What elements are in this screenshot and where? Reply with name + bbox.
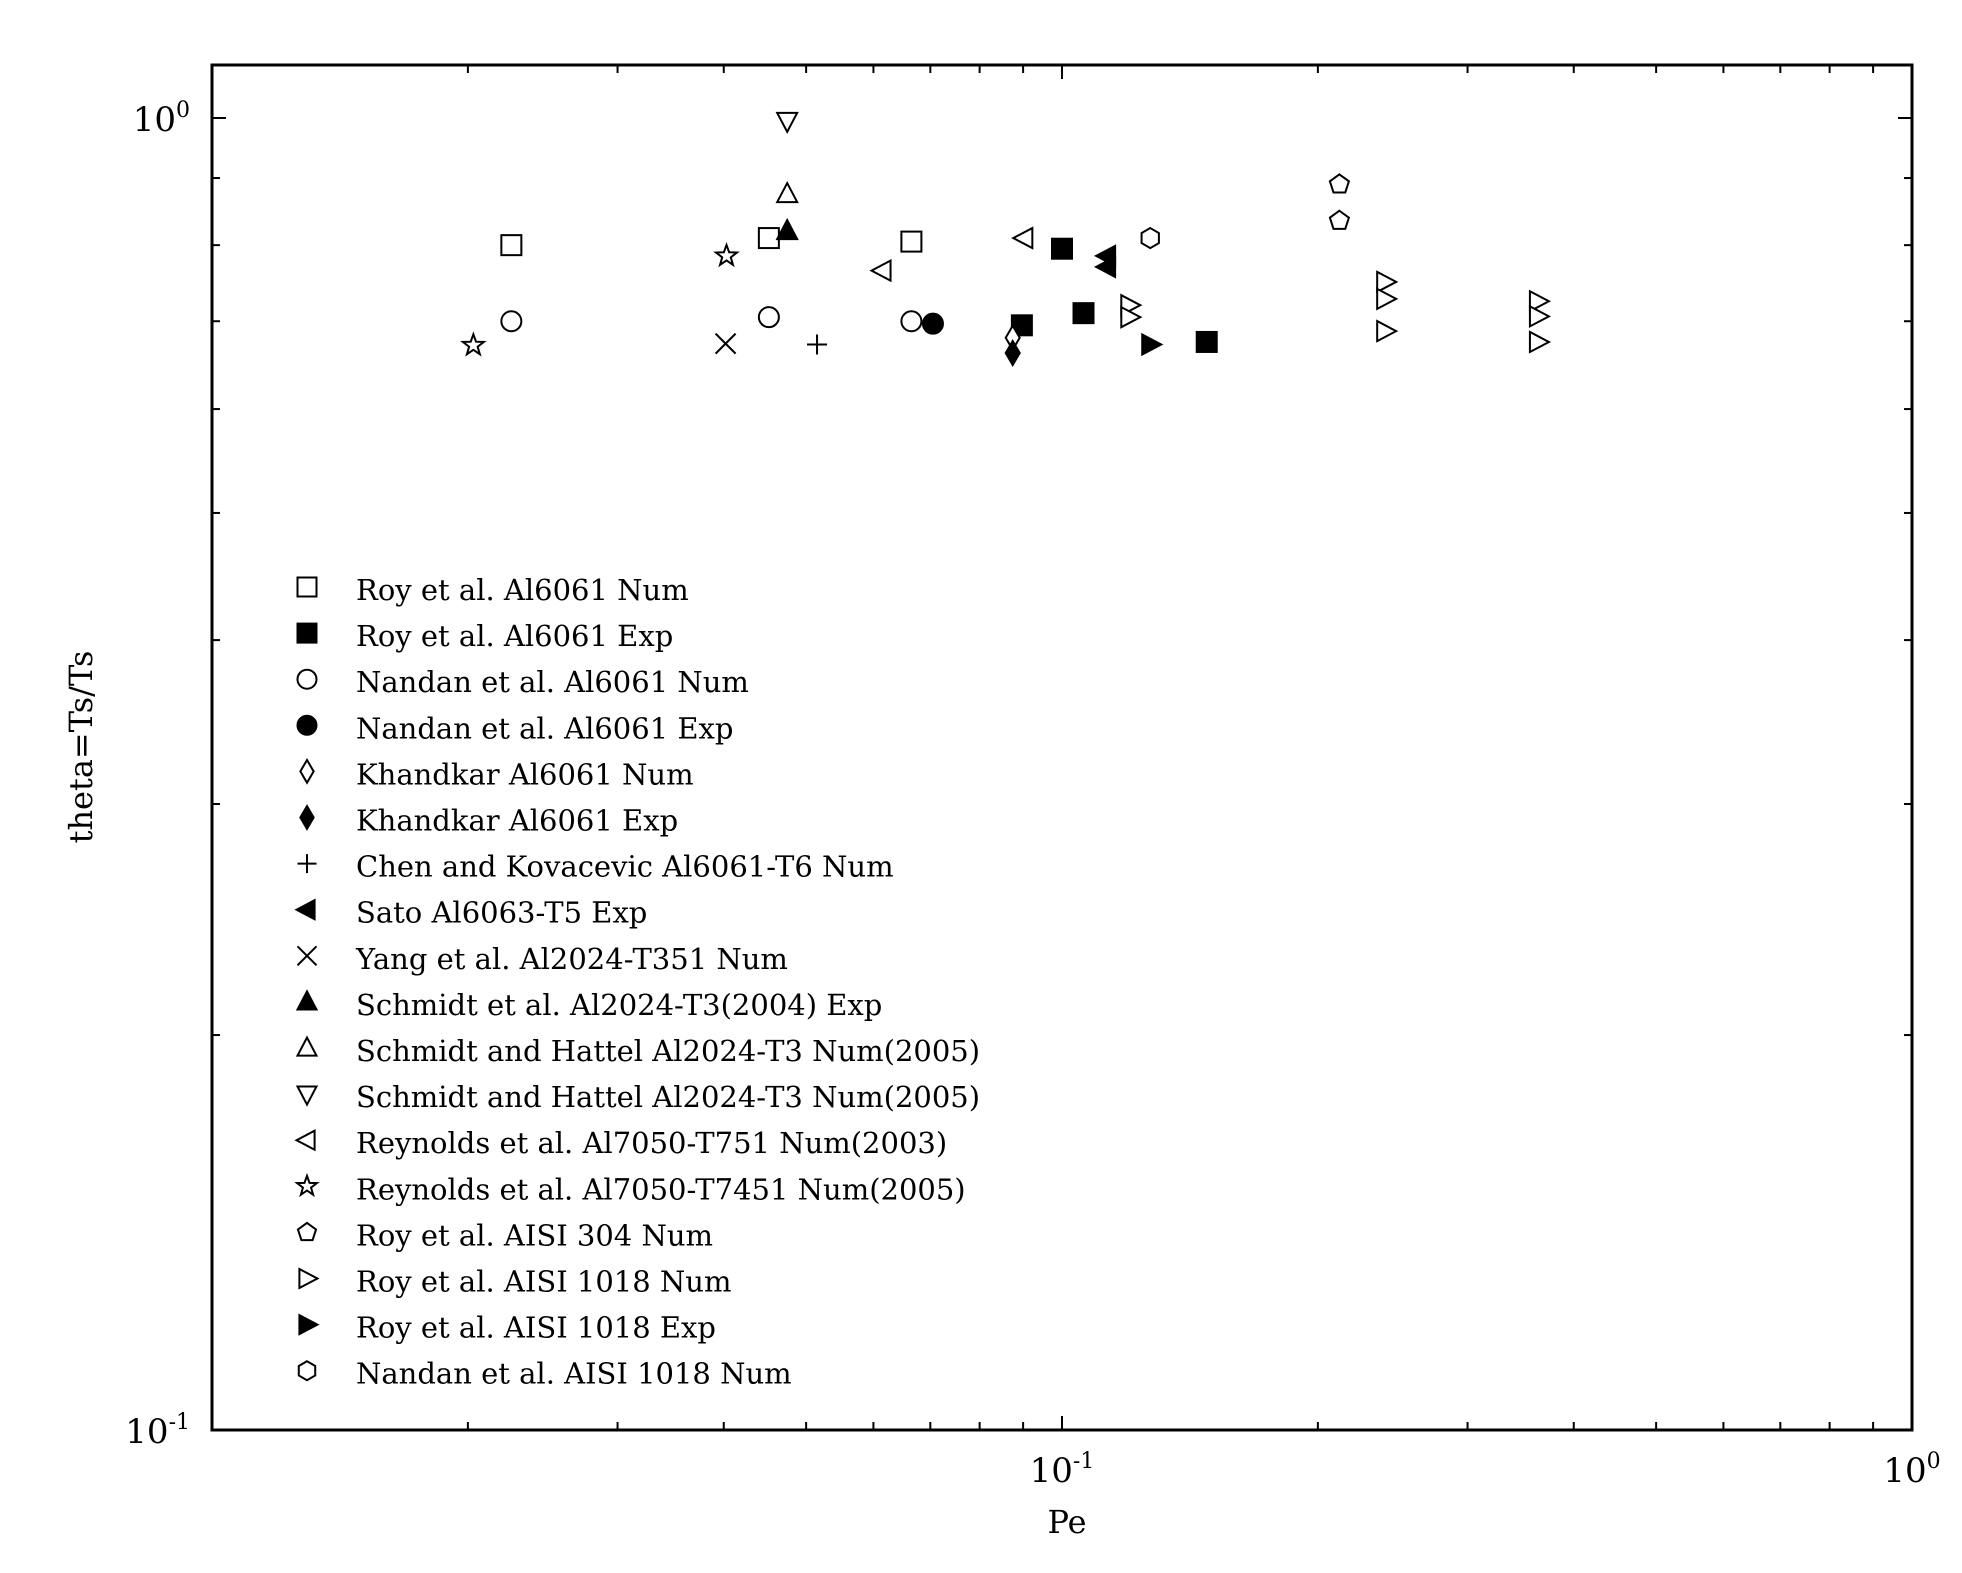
data-point: [1376, 287, 1399, 311]
legend-label: Roy et al. AISI 1018 Num: [356, 1265, 731, 1299]
legend-label: Schmidt and Hattel Al2024-T3 Num(2005): [356, 1080, 980, 1114]
legend-marker: [294, 1172, 320, 1198]
data-point: [1376, 270, 1399, 294]
data-point: [460, 331, 487, 357]
legend-label: Sato Al6063-T5 Exp: [356, 896, 647, 930]
data-point: [714, 332, 737, 355]
legend-label: Nandan et al. Al6061 Exp: [356, 711, 733, 745]
legend-label: Schmidt and Hattel Al2024-T3 Num(2005): [356, 1034, 980, 1068]
legend-label: Khandkar Al6061 Exp: [356, 804, 678, 838]
legend-marker: [296, 714, 318, 736]
legend-marker: [296, 1221, 318, 1242]
data-point: [1528, 330, 1552, 354]
legend-label: Reynolds et al. Al7050-T7451 Num(2005): [356, 1172, 966, 1206]
legend-marker: [294, 1129, 316, 1152]
x-tick-label: 100: [1883, 1449, 1940, 1491]
legend-marker: [296, 945, 318, 967]
data-point: [775, 111, 799, 135]
legend-label: Roy et al. Al6061 Num: [356, 573, 689, 607]
legend-marker: [296, 576, 318, 598]
legend-label: Nandan et al. Al6061 Num: [356, 665, 749, 699]
legend-marker: [299, 804, 315, 831]
data-point: [713, 241, 740, 268]
data-point: [500, 310, 523, 333]
legend-marker: [295, 989, 319, 1011]
legend-marker: [296, 622, 318, 644]
y-tick-label: 100: [133, 98, 190, 140]
data-point: [1140, 226, 1160, 250]
legend-marker: [298, 1313, 320, 1336]
legend-marker: [296, 668, 318, 690]
data-point: [775, 217, 799, 241]
legend: Roy et al. Al6061 Num Roy et al. Al6061 E…: [294, 573, 980, 1391]
data-point: [1011, 226, 1034, 250]
legend-marker: [299, 758, 315, 785]
legend-label: Yang et al. Al2024-T351 Num: [355, 942, 788, 976]
data-point: [807, 334, 828, 355]
data-point: [1120, 305, 1143, 329]
data-point: [1528, 289, 1552, 313]
data-point: [757, 227, 780, 250]
axis-ticks: [212, 65, 1913, 1431]
data-point: [775, 180, 799, 204]
legend-marker: [298, 1267, 320, 1290]
legend-marker: [294, 898, 316, 921]
axis-tick-labels: 10-1 100 10-1 100: [125, 98, 1940, 1491]
legend-marker: [295, 1085, 319, 1107]
y-tick-label: 10-1: [125, 1410, 190, 1452]
data-point: [900, 230, 923, 253]
data-point: [1528, 304, 1552, 329]
data-point: [1328, 173, 1351, 194]
data-point: [1051, 237, 1073, 260]
x-axis-label: Pe: [1047, 1503, 1086, 1541]
data-points: [460, 111, 1552, 368]
legend-label: Roy et al. Al6061 Exp: [356, 619, 673, 653]
legend-marker: [297, 854, 317, 874]
legend-label: Nandan et al. AISI 1018 Num: [356, 1357, 792, 1391]
data-point: [921, 312, 944, 335]
legend-marker: [295, 1035, 319, 1057]
legend-label: Chen and Kovacevic Al6061-T6 Num: [356, 850, 894, 884]
data-point: [1141, 332, 1164, 357]
data-point: [900, 310, 923, 333]
data-point: [1072, 302, 1095, 325]
data-point: [1093, 255, 1117, 279]
legend-label: Khandkar Al6061 Num: [356, 757, 694, 791]
legend-label: Roy et al. AISI 1018 Exp: [356, 1311, 716, 1345]
data-point: [1004, 339, 1021, 368]
data-point: [1376, 319, 1399, 343]
data-point: [500, 234, 523, 257]
data-point: [1328, 209, 1351, 230]
x-tick-label: 10-1: [1030, 1449, 1095, 1491]
y-axis-label: theta=Ts/Ts: [62, 651, 100, 844]
data-point: [869, 258, 892, 283]
data-point: [757, 306, 780, 329]
legend-label: Roy et al. AISI 304 Num: [356, 1218, 713, 1252]
data-point: [1195, 330, 1218, 353]
legend-marker: [297, 1360, 317, 1382]
legend-label: Schmidt et al. Al2024-T3(2004) Exp: [356, 988, 882, 1022]
legend-label: Reynolds et al. Al7050-T751 Num(2003): [356, 1126, 947, 1160]
